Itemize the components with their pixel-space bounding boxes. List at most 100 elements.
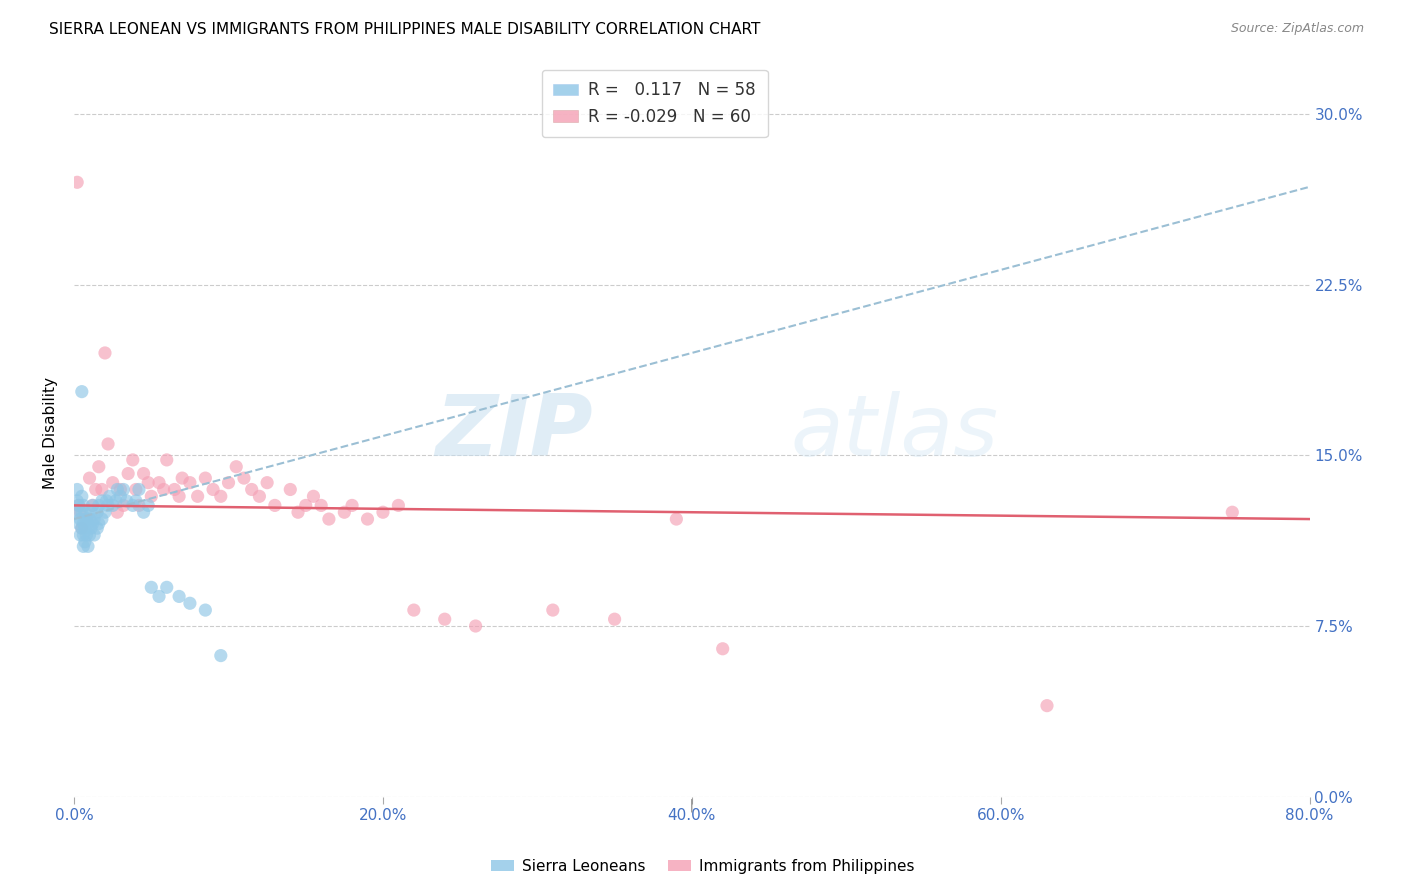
Point <box>115 494 138 508</box>
Point <box>90 483 112 497</box>
Point <box>94 505 117 519</box>
Point <box>67 499 90 513</box>
Point <box>167 590 190 604</box>
Point <box>194 603 217 617</box>
Point <box>69 512 91 526</box>
Point <box>603 612 626 626</box>
Point <box>541 603 564 617</box>
Point <box>132 467 155 481</box>
Point <box>83 528 105 542</box>
Point <box>287 505 309 519</box>
Point <box>90 494 112 508</box>
Text: SIERRA LEONEAN VS IMMIGRANTS FROM PHILIPPINES MALE DISABILITY CORRELATION CHART: SIERRA LEONEAN VS IMMIGRANTS FROM PHILIP… <box>49 22 761 37</box>
Point <box>356 512 378 526</box>
Point <box>117 467 139 481</box>
Point <box>187 489 209 503</box>
Point <box>75 512 97 526</box>
Point <box>69 528 91 542</box>
Point <box>179 596 201 610</box>
Point <box>112 483 135 497</box>
Point <box>333 505 356 519</box>
Point <box>73 534 96 549</box>
Point <box>128 483 150 497</box>
Point <box>73 505 96 519</box>
Point <box>121 499 143 513</box>
Point <box>218 475 240 490</box>
Point <box>70 505 93 519</box>
Point <box>112 499 135 513</box>
Point <box>98 489 121 503</box>
Point <box>240 483 263 497</box>
Point <box>86 521 108 535</box>
Point <box>96 494 118 508</box>
Point <box>402 603 425 617</box>
Point <box>82 499 104 513</box>
Point <box>69 505 91 519</box>
Point <box>87 499 110 513</box>
Point <box>79 471 101 485</box>
Point <box>179 475 201 490</box>
Point <box>97 499 120 513</box>
Point <box>136 475 159 490</box>
Point <box>711 641 734 656</box>
Point <box>82 499 104 513</box>
Point <box>132 505 155 519</box>
Point <box>1220 505 1243 519</box>
Point <box>172 471 194 485</box>
Point <box>125 483 148 497</box>
Point <box>66 175 89 189</box>
Point <box>665 512 688 526</box>
Point <box>202 483 225 497</box>
Point <box>121 453 143 467</box>
Point <box>79 528 101 542</box>
Point <box>318 512 340 526</box>
Point <box>72 499 94 513</box>
Point <box>309 499 332 513</box>
Legend: R =   0.117   N = 58, R = -0.029   N = 60: R = 0.117 N = 58, R = -0.029 N = 60 <box>541 70 768 137</box>
Point <box>148 475 170 490</box>
Point <box>67 516 90 531</box>
Point <box>65 505 87 519</box>
Point <box>209 489 232 503</box>
Point <box>67 499 90 513</box>
Point <box>110 489 132 503</box>
Point <box>152 483 174 497</box>
Text: atlas: atlas <box>790 391 998 474</box>
Point <box>90 512 112 526</box>
Point <box>194 471 217 485</box>
Point <box>302 489 325 503</box>
Point <box>141 580 163 594</box>
Point <box>83 512 105 526</box>
Point <box>104 494 127 508</box>
Text: ZIP: ZIP <box>436 391 593 474</box>
Point <box>101 499 124 513</box>
Point <box>101 475 124 490</box>
Point <box>148 590 170 604</box>
Point <box>72 540 94 554</box>
Point <box>84 483 107 497</box>
Point <box>110 483 132 497</box>
Point <box>294 499 316 513</box>
Point <box>156 453 179 467</box>
Point <box>464 619 486 633</box>
Point <box>72 516 94 531</box>
Point <box>247 489 270 503</box>
Point <box>86 505 108 519</box>
Point <box>163 483 186 497</box>
Point <box>387 499 409 513</box>
Text: Source: ZipAtlas.com: Source: ZipAtlas.com <box>1230 22 1364 36</box>
Point <box>1036 698 1059 713</box>
Point <box>263 499 285 513</box>
Point <box>433 612 456 626</box>
Point <box>66 483 89 497</box>
Point <box>136 499 159 513</box>
Point <box>167 489 190 503</box>
Point <box>66 494 89 508</box>
Point <box>209 648 232 663</box>
Point <box>278 483 301 497</box>
Point <box>105 505 128 519</box>
Point <box>94 346 117 360</box>
Y-axis label: Male Disability: Male Disability <box>44 376 58 489</box>
Point <box>97 437 120 451</box>
Point <box>70 384 93 399</box>
